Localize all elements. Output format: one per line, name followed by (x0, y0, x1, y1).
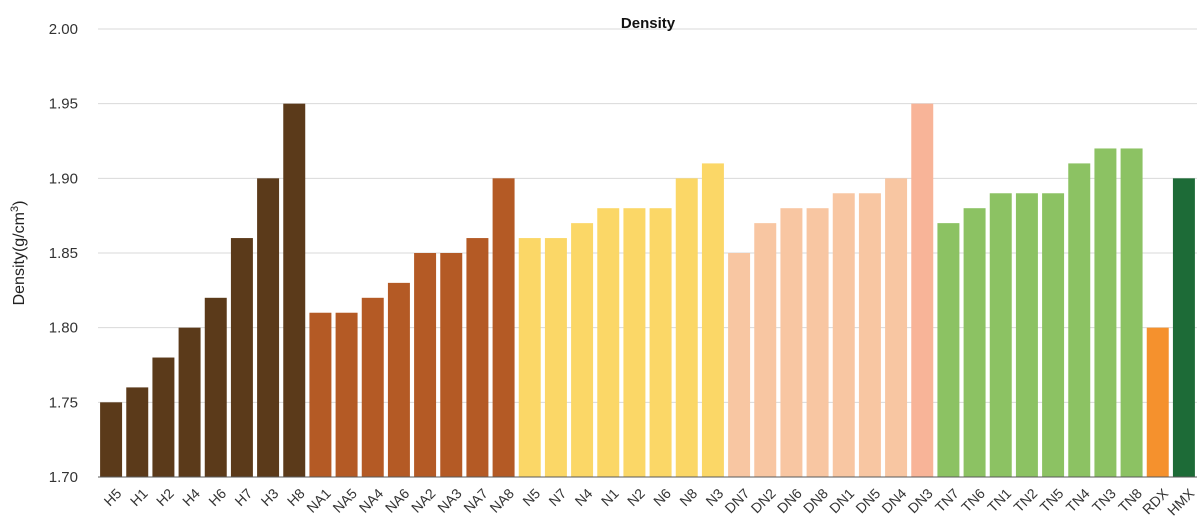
y-tick-label: 2.00 (49, 21, 78, 38)
bar-n2 (623, 208, 646, 477)
x-tick-labels: H5 H1 H2 H4 H6 H7 H3 H8NA1NA5NA4NA6NA2NA3NA7NA8… (101, 485, 1198, 519)
x-tick-label: TN4 (1063, 485, 1093, 515)
y-tick-labels: 1.70 1.75 1.80 1.85 1.90 1.95 2.00 (49, 21, 78, 486)
bar-na8 (492, 178, 515, 478)
x-tick-label: H7 (231, 485, 255, 509)
bar-dn6 (780, 208, 803, 477)
bar-h7 (230, 238, 253, 477)
x-tick-label: HMX (1164, 485, 1198, 519)
y-tick-label: 1.70 (49, 469, 78, 486)
chart-title: Density (621, 15, 676, 32)
x-tick-label: RDX (1139, 485, 1172, 518)
bar-na5 (335, 312, 358, 477)
x-tick-label: TN6 (958, 485, 988, 515)
bar-h2 (152, 357, 175, 477)
x-tick-label: DN6 (774, 485, 805, 516)
bar-dn4 (885, 178, 908, 478)
x-tick-label: DN1 (826, 485, 857, 516)
bar-n5 (518, 238, 541, 477)
bar-n8 (675, 178, 698, 478)
bar-h5 (100, 402, 123, 477)
x-tick-label: H5 (101, 485, 125, 509)
bars (100, 103, 1195, 478)
x-tick-label: H2 (153, 485, 177, 509)
x-tick-label: H6 (205, 485, 229, 509)
x-tick-label: NA3 (434, 485, 465, 516)
x-tick-label: DN2 (748, 485, 779, 516)
x-tick-label: DN5 (852, 485, 883, 516)
x-tick-label: N4 (572, 485, 596, 509)
bar-h3 (257, 178, 280, 478)
gridlines (98, 28, 1197, 403)
x-tick-label: NA8 (486, 485, 517, 516)
x-tick-label: N2 (624, 485, 648, 509)
x-tick-label: H1 (127, 485, 151, 509)
y-axis-label-main: Density(g/cm (11, 212, 28, 305)
bar-h8 (283, 103, 306, 478)
bar-na2 (414, 253, 437, 477)
bar-tn3 (1094, 148, 1117, 477)
bar-tn5 (1042, 193, 1065, 477)
x-tick-label: TN8 (1115, 485, 1145, 515)
y-axis-label: Density(g/cm3) (9, 201, 28, 306)
bar-tn6 (963, 208, 986, 477)
x-tick-label: NA6 (382, 485, 413, 516)
bar-dn5 (858, 193, 881, 477)
bar-na3 (440, 253, 463, 477)
x-tick-label: NA1 (303, 485, 334, 516)
y-tick-label: 1.85 (49, 245, 78, 262)
x-tick-label: N5 (519, 485, 543, 509)
bar-n7 (544, 238, 567, 477)
x-tick-label: DN3 (905, 485, 936, 516)
bar-h6 (204, 297, 227, 477)
bar-tn7 (937, 223, 960, 477)
x-tick-label: N7 (545, 485, 569, 509)
x-tick-label: H4 (179, 485, 203, 509)
bar-rdx (1146, 327, 1169, 477)
x-tick-label: NA4 (356, 485, 387, 516)
x-tick-label: H3 (258, 485, 282, 509)
x-tick-label: NA2 (408, 485, 439, 516)
bar-dn8 (806, 208, 829, 477)
bar-na4 (361, 297, 384, 477)
bar-n3 (701, 163, 724, 477)
x-tick-label: NA5 (329, 485, 360, 516)
bar-dn3 (911, 103, 934, 478)
bar-dn1 (832, 193, 855, 477)
bar-n1 (597, 208, 620, 477)
y-axis-label-tail: ) (11, 201, 28, 206)
x-tick-label: TN5 (1037, 485, 1067, 515)
bar-dn7 (728, 253, 751, 477)
y-axis-label-superscript: 3 (9, 206, 21, 212)
bar-tn8 (1120, 148, 1143, 477)
y-tick-label: 1.80 (49, 320, 78, 337)
y-tick-label: 1.75 (49, 394, 78, 411)
x-tick-label: TN2 (1010, 485, 1040, 515)
x-tick-label: N6 (650, 485, 674, 509)
bar-h4 (178, 327, 201, 477)
x-tick-label: TN7 (932, 485, 962, 515)
bar-n6 (649, 208, 672, 477)
x-tick-label: NA7 (460, 485, 491, 516)
x-tick-label: TN3 (1089, 485, 1119, 515)
x-tick-label: DN8 (800, 485, 831, 516)
bar-na7 (466, 238, 489, 477)
bar-tn2 (1015, 193, 1038, 477)
bar-na6 (387, 282, 410, 477)
bar-h1 (126, 387, 149, 477)
bar-tn4 (1068, 163, 1091, 477)
bar-tn1 (989, 193, 1012, 477)
x-tick-label: N1 (598, 485, 622, 509)
x-tick-label: TN1 (984, 485, 1014, 515)
y-tick-label: 1.95 (49, 96, 78, 113)
bar-hmx (1172, 178, 1195, 478)
x-tick-label: DN7 (721, 485, 752, 516)
bar-n4 (571, 223, 594, 477)
y-tick-label: 1.90 (49, 170, 78, 187)
x-tick-label: N8 (676, 485, 700, 509)
x-tick-label: DN4 (878, 485, 909, 516)
bar-dn2 (754, 223, 777, 477)
bar-na1 (309, 312, 332, 477)
